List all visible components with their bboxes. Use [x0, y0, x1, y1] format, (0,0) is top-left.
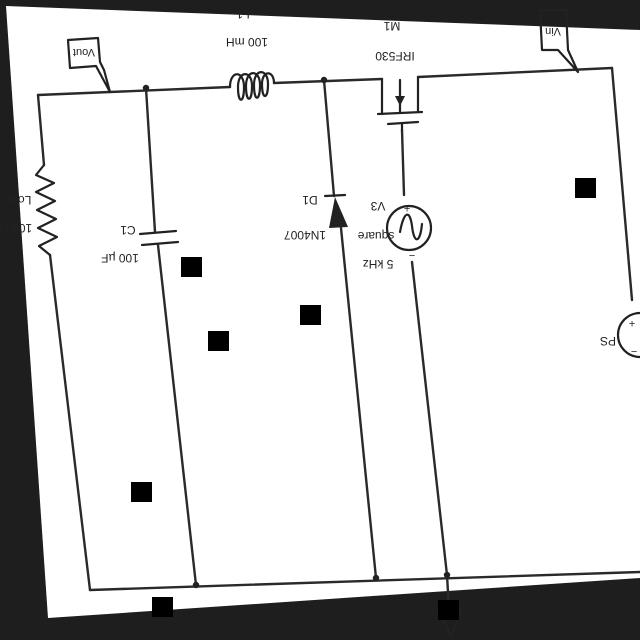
redaction-block [208, 331, 229, 351]
inductor-icon [228, 71, 276, 101]
ac-source-icon [385, 204, 433, 252]
junctions [142, 76, 451, 589]
wire-cap-bottom [156, 243, 198, 587]
redaction-block [438, 600, 459, 620]
d1-ref-label: D1 [302, 193, 318, 207]
wire-bottom-rail [88, 570, 640, 592]
ps-minus-sign: − [631, 345, 637, 357]
junction-node [192, 581, 200, 589]
wire-gate [400, 128, 406, 197]
m1-value-label: IRF530 [375, 49, 415, 63]
c1-value-label: 100 µF [101, 251, 139, 265]
v3-type-label: square [357, 229, 394, 243]
resistor-icon [34, 163, 59, 257]
vin-net-label: Vin [545, 25, 561, 37]
dc-source-icon [616, 311, 640, 359]
mosfet-icon [376, 75, 424, 132]
junction-node [142, 84, 150, 92]
d1-value-label: 1N4007 [284, 228, 326, 242]
load-value-label: 100 Ω [0, 221, 32, 235]
net-label-icon [538, 8, 580, 74]
wire-diode-bottom [339, 226, 378, 580]
v3-minus-sign: − [409, 249, 415, 261]
wire-right-down [610, 66, 634, 302]
paper-sheet [6, 6, 640, 618]
m1-ref-label: M1 [383, 19, 400, 33]
junction-node [443, 571, 451, 579]
junction-node [320, 76, 328, 84]
diode-icon [323, 193, 348, 228]
vout-net-label: Vout [73, 46, 95, 58]
redaction-block [181, 257, 202, 277]
load-ref-label: Load [5, 193, 32, 207]
wire-load-top [36, 93, 46, 167]
redaction-block [300, 305, 321, 325]
redaction-blocks [131, 178, 596, 620]
l1-value-label: 100 mH [226, 35, 268, 49]
junction-node [372, 574, 380, 582]
v3-plus-sign: + [404, 202, 410, 214]
v3-frequency-label: 5 kHz [363, 257, 394, 271]
wire-source-down [410, 260, 449, 577]
wire-load-bottom [48, 253, 92, 592]
capacitor-icon [138, 229, 180, 247]
redaction-block [131, 482, 152, 502]
redaction-block [575, 178, 596, 198]
redaction-block [152, 597, 173, 617]
v3-ref-label: V3 [370, 199, 385, 213]
l1-ref-label: L1 [236, 7, 250, 21]
wire-cap-top [144, 86, 157, 234]
ps-ref-label: PS [600, 334, 616, 348]
ps-plus-sign: + [629, 317, 635, 329]
wire-diode-top [322, 78, 336, 198]
net-label-icon [66, 36, 112, 94]
wire-top-mid [272, 77, 384, 85]
wire-top-left [36, 85, 232, 97]
wire-top-right [416, 66, 614, 79]
c1-ref-label: C1 [120, 223, 136, 237]
